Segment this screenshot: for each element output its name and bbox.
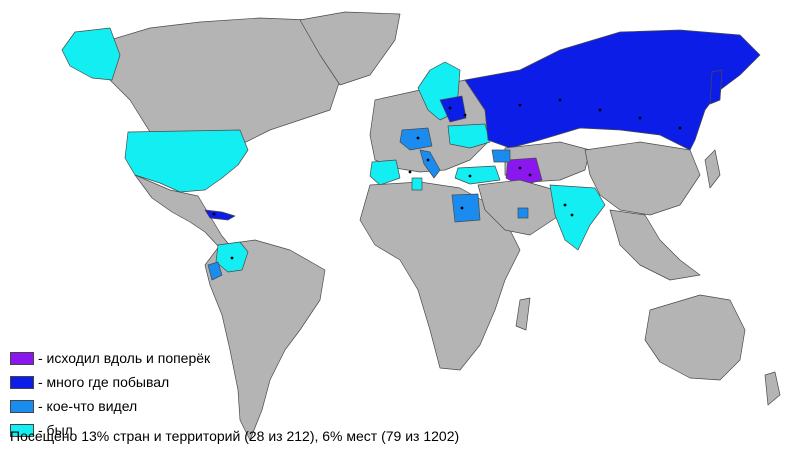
legend-label-visited-much: - много где побывал [38, 374, 170, 390]
africa-region[interactable] [359, 181, 521, 371]
japan-region[interactable] [704, 149, 721, 189]
australia-region[interactable] [644, 294, 746, 381]
southeast-asia-region[interactable] [609, 209, 701, 281]
italy-region[interactable] [419, 149, 441, 179]
legend-item-crossed: - исходил вдоль и поперёк [10, 346, 210, 370]
canada-region[interactable] [109, 17, 361, 146]
new-zealand-region[interactable] [764, 371, 781, 406]
legend-item-saw-something: - кое-что видел [10, 394, 210, 418]
caribbean-region[interactable] [204, 209, 236, 221]
turkey-region[interactable] [454, 165, 501, 185]
baltic-region[interactable] [439, 95, 467, 123]
legend-swatch-visited-much [10, 375, 34, 389]
visit-summary: Посещено 13% стран и территорий (28 из 2… [10, 428, 460, 444]
ecuador-region[interactable] [207, 261, 223, 281]
ukraine-region[interactable] [447, 123, 491, 149]
legend-label-saw-something: - кое-что видел [38, 398, 138, 414]
map-legend: - исходил вдоль и поперёк - много где по… [10, 346, 210, 442]
legend-swatch-saw-something [10, 399, 34, 413]
egypt-region[interactable] [451, 193, 481, 223]
usa-region[interactable] [124, 129, 249, 193]
middle-east-region[interactable] [477, 179, 561, 236]
greenland-region[interactable] [299, 11, 401, 86]
caucasus-region[interactable] [491, 149, 511, 163]
tunisia-region[interactable] [411, 177, 423, 191]
uae-region[interactable] [517, 207, 529, 219]
legend-label-was-there: - был [38, 422, 73, 438]
legend-label-crossed: - исходил вдоль и поперёк [38, 350, 211, 366]
spain-region[interactable] [369, 159, 401, 186]
india-region[interactable] [549, 184, 606, 251]
legend-swatch-was-there [10, 423, 34, 437]
china-region[interactable] [584, 141, 701, 216]
central-europe-region[interactable] [399, 127, 433, 151]
legend-item-visited-much: - много где побывал [10, 370, 210, 394]
madagascar-region[interactable] [515, 297, 531, 331]
legend-item-was-there: - был [10, 418, 210, 442]
place-markers [212, 98, 682, 260]
legend-swatch-crossed [10, 351, 34, 365]
alaska-region [61, 27, 121, 81]
kamchatka-region[interactable] [709, 69, 723, 105]
south-america-region[interactable] [204, 239, 326, 441]
